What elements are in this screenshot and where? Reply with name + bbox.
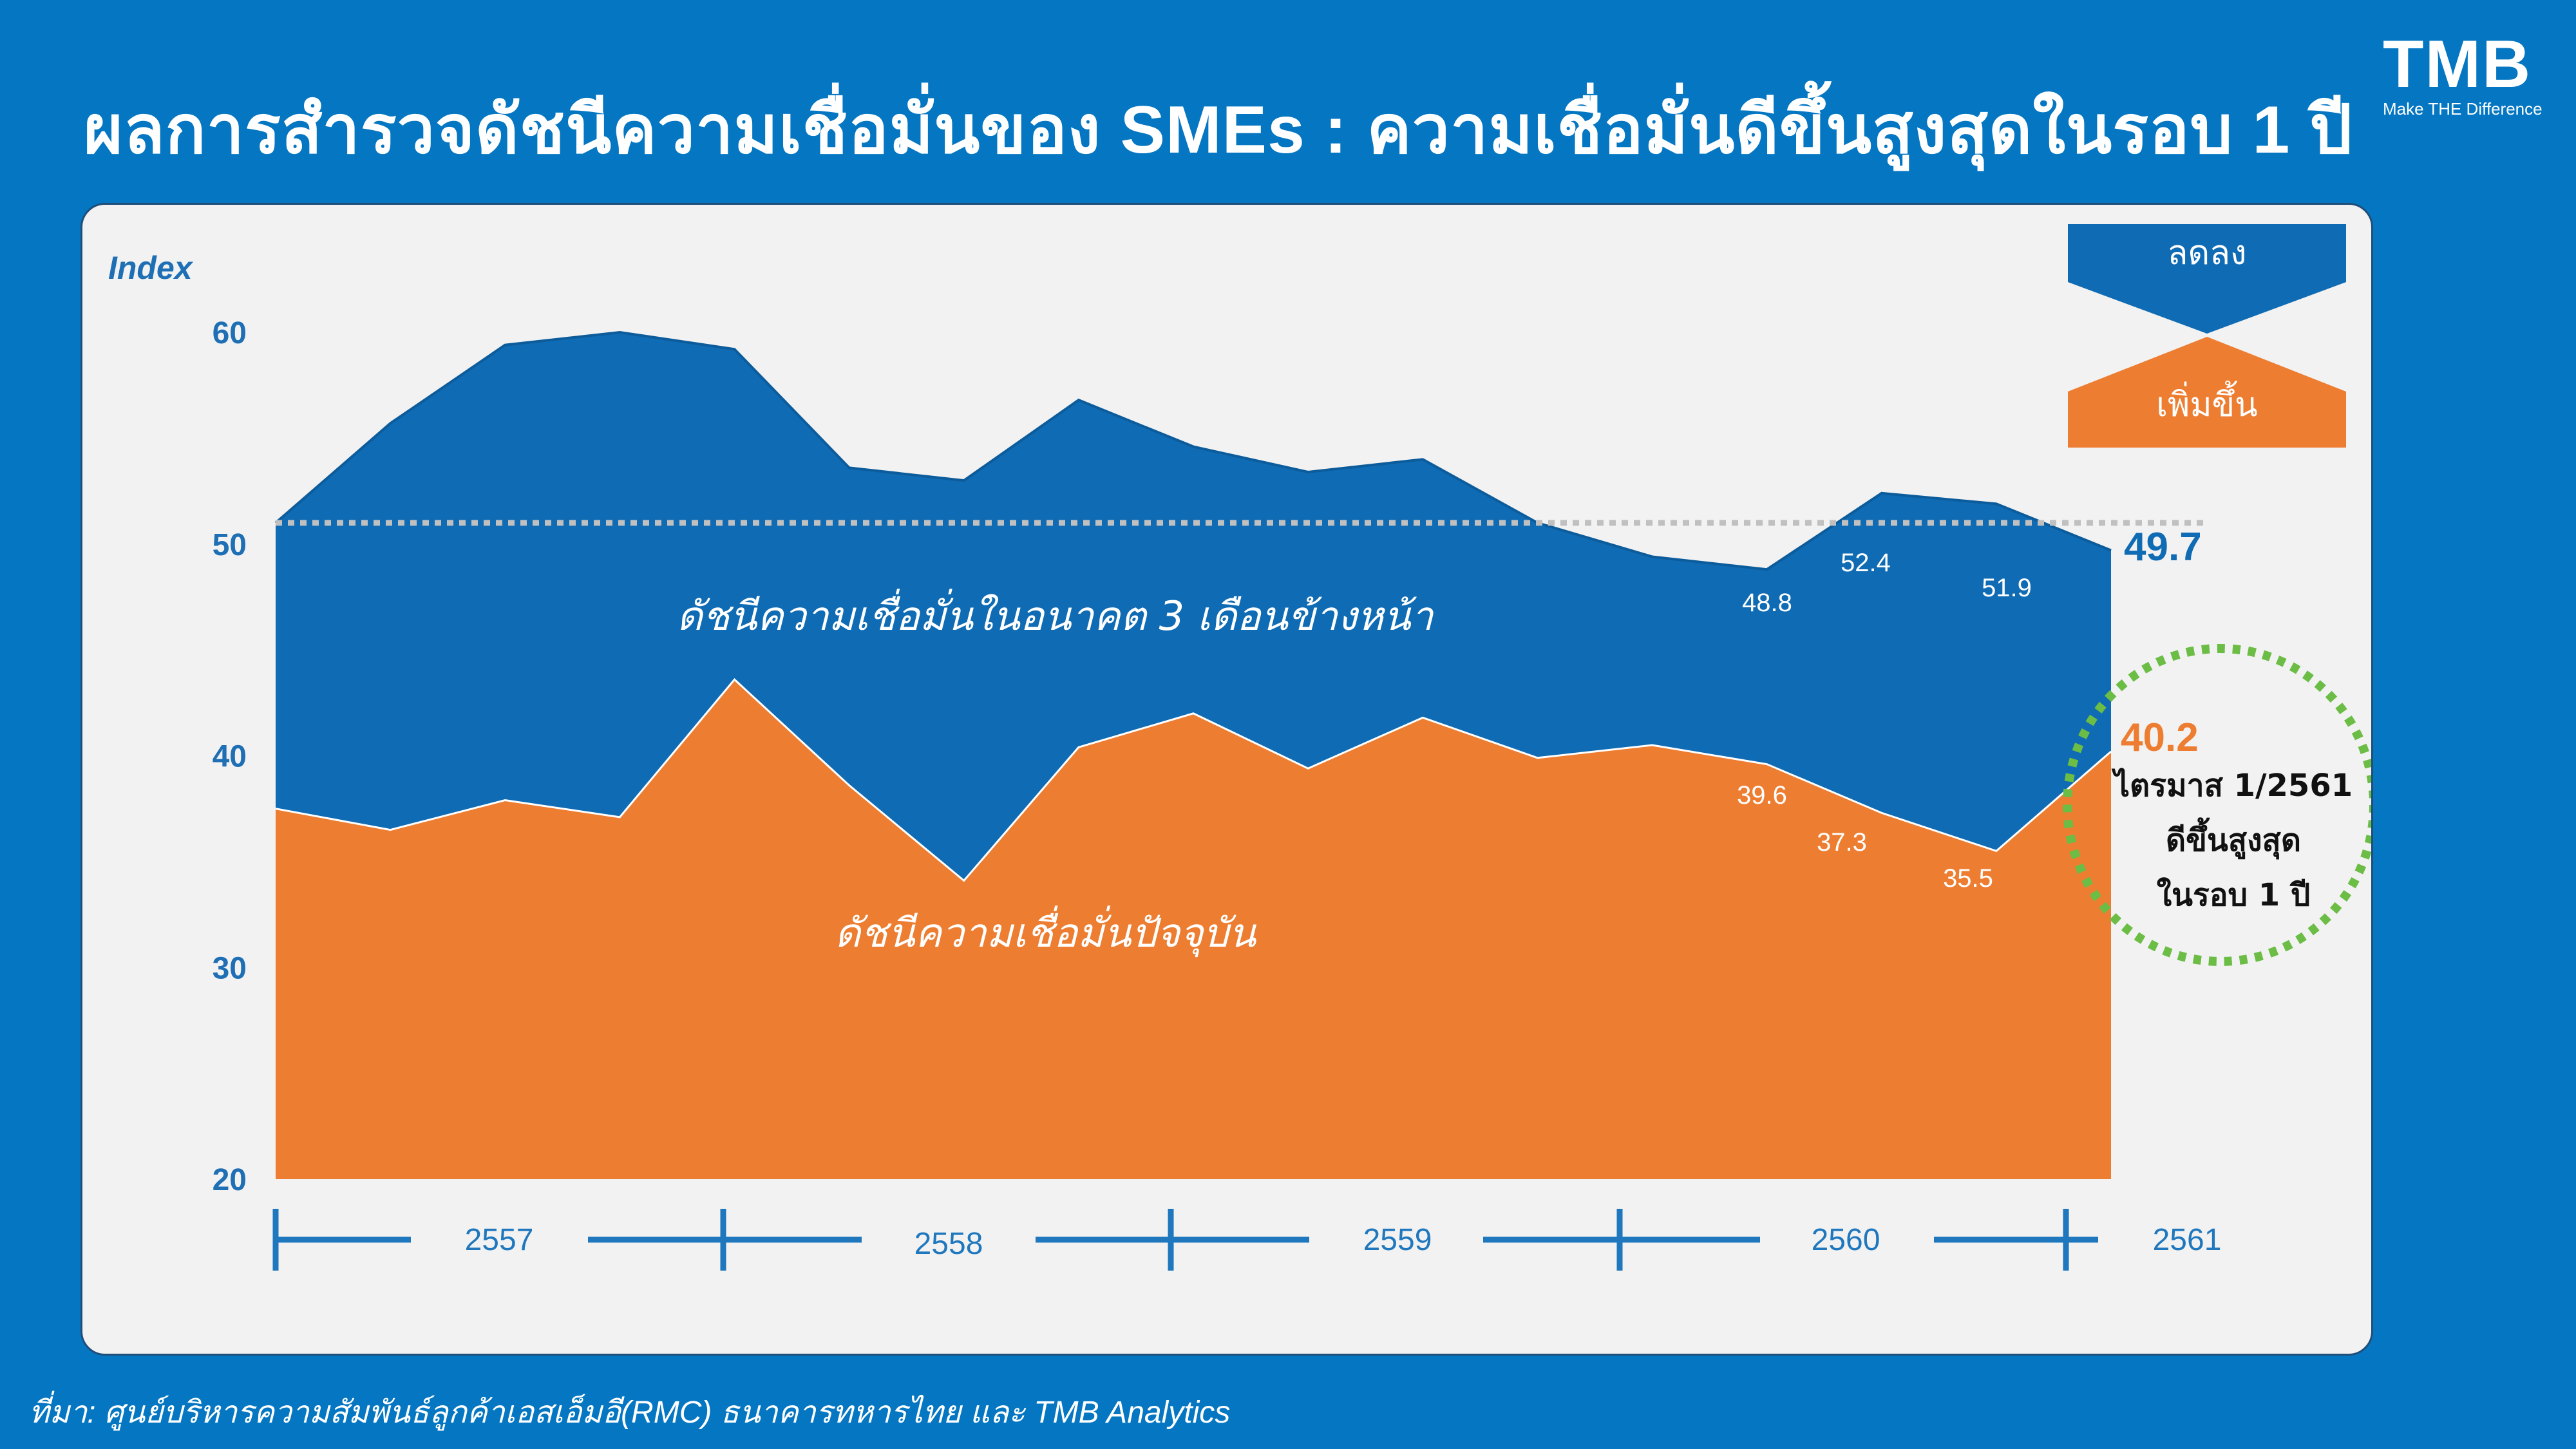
y-axis-label: Index: [108, 250, 194, 286]
current-index-line: [275, 677, 2112, 882]
future-end-label: 49.7: [2124, 525, 2202, 569]
data-label: 52.4: [1841, 549, 1891, 577]
logo-wordmark: TMB: [2383, 27, 2532, 102]
y-tick-label: 60: [213, 316, 247, 350]
future-series-label: ดัชนีความเชื่อมั่นในอนาคต 3 เดือนข้างหน้…: [677, 589, 1435, 639]
x-year-label: 2557: [465, 1223, 534, 1257]
x-year-label: 2560: [1812, 1223, 1880, 1257]
y-tick-label: 50: [213, 528, 247, 562]
data-label: 39.6: [1737, 781, 1787, 810]
data-label: 35.5: [1943, 864, 1993, 893]
data-label: 37.3: [1817, 828, 1867, 857]
data-label: 48.8: [1742, 589, 1792, 617]
chart-panel: Index 20 30 40 50 60 ดัชนีความเชื่อมั่นในอนาคต…: [80, 203, 2373, 1356]
tmb-logo: TMB Make THE Difference: [2383, 27, 2543, 120]
y-tick-label: 20: [213, 1163, 247, 1197]
current-series-label: ดัชนีความเชื่อมั่นปัจจุบัน: [835, 905, 1257, 958]
legend-increase-label: เพิ่มขึ้น: [2156, 381, 2257, 424]
x-year-label: 2559: [1363, 1223, 1432, 1257]
x-year-label: 2558: [914, 1227, 983, 1261]
source-note: ที่มา: ศูนย์บริหารความสัมพันธ์ลูกค้าเอสเ…: [29, 1396, 1231, 1430]
logo-tagline: Make THE Difference: [2383, 99, 2543, 118]
future-index-line: [274, 330, 2112, 571]
highlight-text-line: ดีขึ้นสูงสุด: [2166, 817, 2301, 860]
legend-increase-shape: [2068, 337, 2346, 448]
highlight-text-line: ไตรมาส 1/2561: [2111, 767, 2353, 804]
y-tick-label: 40: [213, 740, 247, 774]
highlight-dotted-circle: [2063, 644, 2371, 966]
highlight-text-line: ในรอบ 1 ปี: [2157, 876, 2311, 913]
legend-decrease-shape: [2068, 224, 2346, 334]
current-end-label: 40.2: [2121, 715, 2199, 760]
current-index-area: [276, 679, 2111, 1179]
page-title: ผลการสำรวจดัชนีความเชื่อมั่นของ SMEs : ค…: [84, 93, 2353, 167]
x-year-label: 2561: [2153, 1223, 2222, 1257]
data-label: 51.9: [1982, 574, 2032, 602]
y-tick-label: 30: [213, 951, 247, 985]
legend-decrease-label: ลดลง: [2168, 234, 2247, 272]
area-chart: Index 20 30 40 50 60 ดัชนีความเชื่อมั่นในอนาคต…: [108, 224, 2371, 1271]
